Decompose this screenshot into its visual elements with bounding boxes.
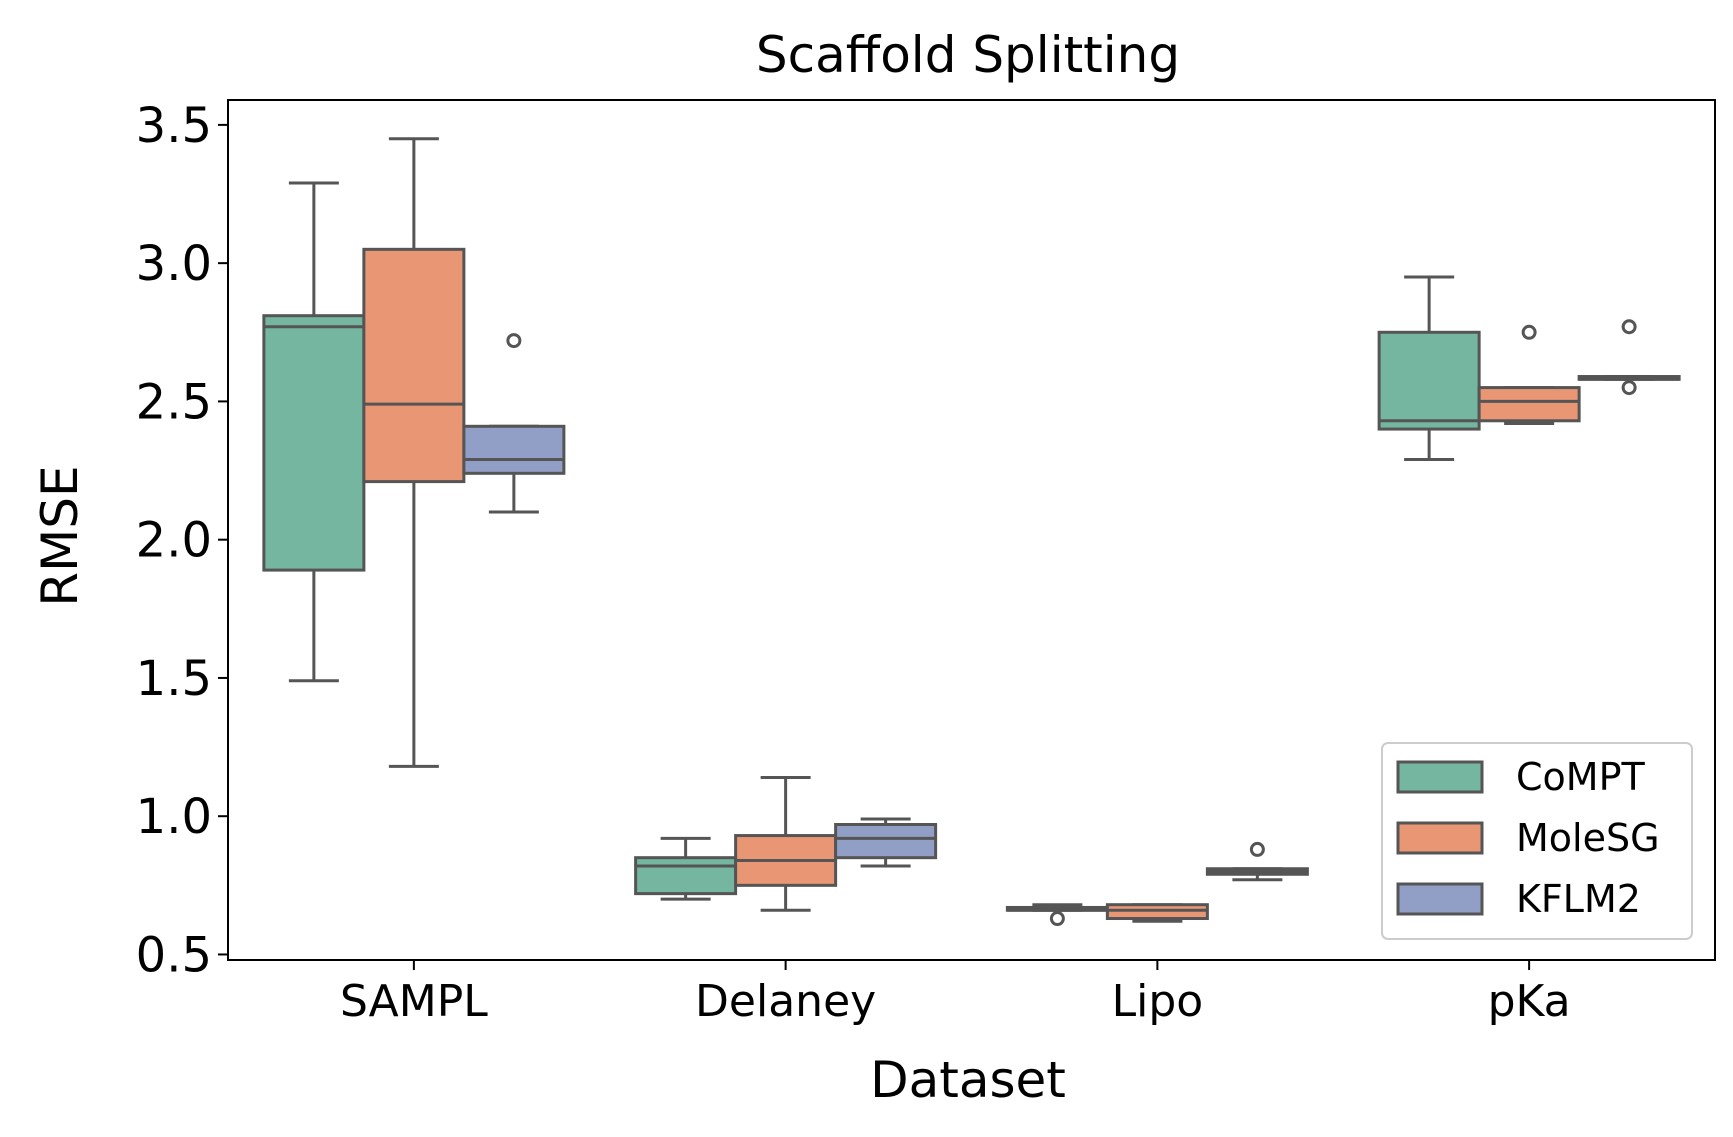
box-molesg-sampl (362, 137, 466, 768)
legend-label: KFLM2 (1516, 877, 1641, 921)
y-tick-label: 3.5 (136, 98, 212, 154)
box-kflm2-sampl (462, 333, 566, 514)
box-molesg-lipo (1105, 903, 1209, 923)
legend-label: MoleSG (1516, 816, 1660, 860)
box-compt-pka (1377, 275, 1481, 461)
outlier-point (1521, 324, 1537, 340)
box-compt-sampl (262, 181, 366, 683)
box-iqr (462, 424, 566, 475)
outlier-point (1621, 380, 1637, 396)
outlier-point (1249, 841, 1265, 857)
legend-swatch (1396, 760, 1484, 794)
y-axis-label: RMSE (31, 465, 89, 606)
y-tick-label: 3.0 (136, 236, 212, 292)
x-tick-label: pKa (1488, 976, 1571, 1027)
y-tick-label: 1.0 (136, 789, 212, 845)
box-iqr (1477, 386, 1581, 423)
box-iqr (834, 823, 938, 860)
legend-swatch (1396, 882, 1484, 916)
y-tick-label: 2.5 (136, 374, 212, 430)
x-tick-label: Delaney (695, 976, 876, 1027)
legend-item-compt: CoMPT (1396, 755, 1645, 799)
box-iqr (634, 856, 738, 896)
legend-swatch (1396, 821, 1484, 855)
legend-item-molesg: MoleSG (1396, 816, 1660, 860)
box-kflm2-pka (1577, 319, 1681, 396)
y-tick-label: 0.5 (136, 927, 212, 983)
plot-frame (227, 99, 1716, 961)
x-axis-label: Dataset (870, 1051, 1066, 1109)
box-molesg-delaney (734, 775, 838, 912)
outlier-point (506, 333, 522, 349)
box-iqr (1377, 330, 1481, 431)
box-iqr (362, 247, 466, 484)
outlier-point (1621, 319, 1637, 335)
legend: CoMPT MoleSG KFLM2 (1381, 742, 1693, 940)
box-kflm2-lipo (1205, 841, 1309, 882)
box-compt-delaney (634, 836, 738, 901)
legend-item-kflm2: KFLM2 (1396, 877, 1641, 921)
box-compt-lipo (1005, 903, 1109, 927)
y-tick-label: 1.5 (136, 651, 212, 707)
plot-area: 0.5 1.0 1.5 2.0 2.5 3.0 3.5 SAMPL Delaney Lipo pKa (136, 98, 1716, 1027)
box-iqr (262, 314, 366, 572)
legend-label: CoMPT (1516, 755, 1645, 799)
x-tick-label: Lipo (1112, 976, 1204, 1027)
x-tick-label: SAMPL (340, 976, 488, 1027)
chart-title: Scaffold Splitting (756, 26, 1180, 84)
y-tick-label: 2.0 (136, 513, 212, 569)
box-molesg-pka (1477, 324, 1581, 426)
outlier-point (1049, 911, 1065, 927)
box-kflm2-delaney (834, 817, 938, 868)
